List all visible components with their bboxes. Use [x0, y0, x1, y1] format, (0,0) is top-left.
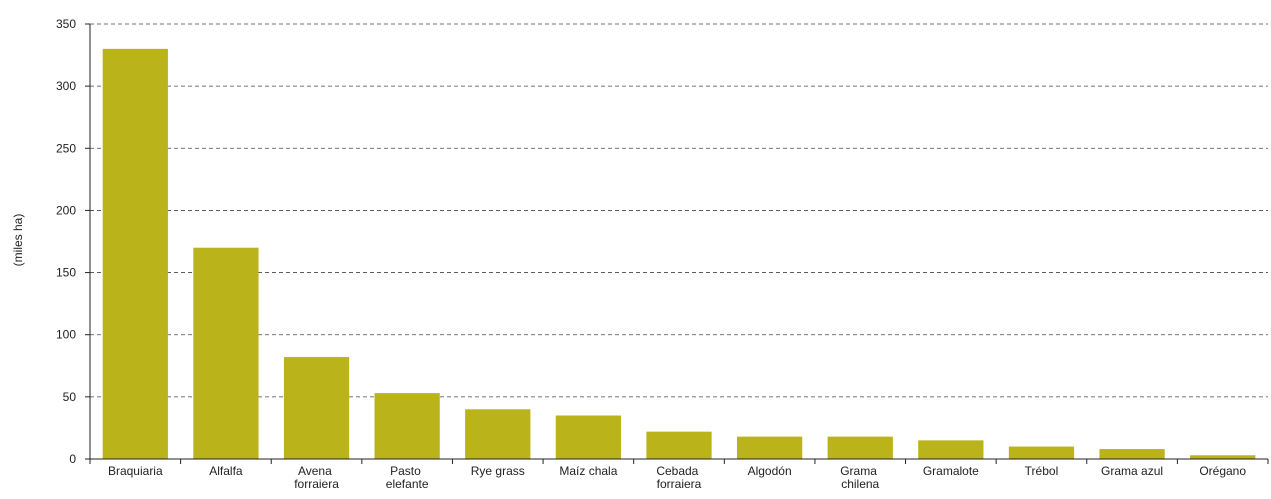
y-tick-label: 50 — [63, 390, 77, 404]
x-tick-label: Alfalfa — [209, 464, 243, 478]
y-tick-label: 0 — [69, 452, 76, 466]
y-tick-label: 250 — [56, 141, 76, 155]
x-tick-label: Orégano — [1199, 464, 1246, 478]
x-tick-label: Grama chilena — [840, 464, 880, 491]
bar — [736, 436, 803, 459]
y-axis-label: (miles ha) — [11, 214, 25, 267]
bar — [283, 357, 350, 459]
bar — [1008, 446, 1075, 459]
bar — [827, 436, 893, 459]
bar — [1099, 449, 1165, 459]
y-tick-label: 200 — [56, 203, 76, 217]
y-tick-label: 100 — [56, 328, 76, 342]
x-tick-label: Trébol — [1025, 464, 1059, 478]
x-tick-label: Cebada forraiera — [656, 464, 701, 491]
bar — [374, 393, 440, 459]
x-tick-label: Rye grass — [471, 464, 525, 478]
y-tick-label: 300 — [56, 79, 76, 93]
x-tick-label: Algodón — [748, 464, 792, 478]
y-tick-label: 350 — [56, 17, 76, 31]
x-tick-label: Avena forraiera — [294, 464, 339, 491]
bar — [646, 431, 712, 459]
x-tick-label: Braquiaria — [108, 464, 163, 478]
x-tick-label: Grama azul — [1101, 464, 1163, 478]
bar — [102, 48, 168, 459]
bar — [193, 247, 259, 459]
bar — [465, 409, 531, 459]
x-tick-label: Gramalote — [923, 464, 979, 478]
bar — [1190, 455, 1256, 459]
y-tick-label: 150 — [56, 266, 76, 280]
bar — [918, 440, 984, 459]
bar — [555, 415, 622, 459]
x-tick-label: Pasto elefante — [386, 464, 429, 491]
x-tick-label: Maíz chala — [559, 464, 617, 478]
